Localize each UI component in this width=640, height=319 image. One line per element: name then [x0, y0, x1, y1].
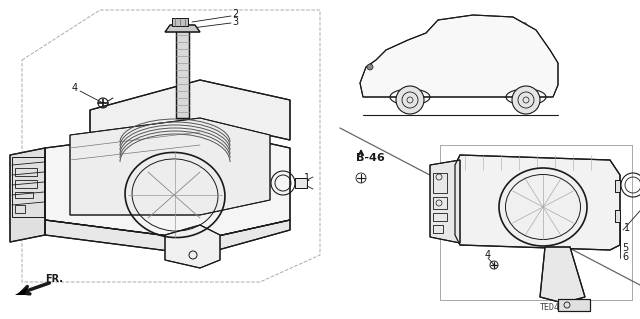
Circle shape [367, 64, 373, 70]
Bar [433, 197, 447, 209]
Text: 3: 3 [232, 17, 238, 27]
Text: 1: 1 [624, 223, 630, 233]
Polygon shape [10, 148, 45, 242]
Text: FR.: FR. [45, 274, 63, 284]
Bar [615, 210, 620, 222]
Bar [615, 180, 620, 192]
Polygon shape [45, 128, 290, 240]
Polygon shape [455, 155, 620, 250]
Polygon shape [45, 220, 290, 255]
Bar [15, 168, 37, 176]
Polygon shape [165, 225, 220, 268]
Polygon shape [90, 80, 290, 150]
Text: 5: 5 [622, 243, 628, 253]
Bar [172, 18, 188, 26]
Text: 4: 4 [485, 250, 491, 260]
Bar [558, 299, 590, 311]
Bar [440, 145, 632, 300]
Bar [433, 173, 447, 193]
Circle shape [396, 86, 424, 114]
Ellipse shape [499, 168, 587, 246]
Polygon shape [540, 247, 585, 303]
Bar [558, 299, 590, 311]
Bar [433, 225, 443, 233]
Bar [172, 18, 188, 26]
Text: TED4B0810B: TED4B0810B [540, 303, 590, 313]
Text: 2: 2 [232, 9, 238, 19]
Text: B-46: B-46 [356, 153, 385, 163]
Bar [176, 25, 189, 118]
Polygon shape [70, 118, 270, 215]
Bar [433, 213, 447, 221]
Circle shape [512, 86, 540, 114]
Polygon shape [165, 25, 200, 32]
Text: 6: 6 [622, 252, 628, 262]
Bar [615, 210, 620, 222]
Text: 1: 1 [304, 173, 310, 183]
Bar [176, 25, 189, 118]
Bar [615, 180, 620, 192]
Bar [295, 178, 307, 188]
Polygon shape [360, 15, 558, 97]
Text: 4: 4 [72, 83, 78, 93]
Bar [15, 192, 33, 198]
Bar [12, 157, 44, 217]
Bar [295, 178, 307, 188]
FancyArrowPatch shape [21, 283, 49, 294]
Polygon shape [15, 287, 28, 295]
Bar [15, 205, 25, 213]
Bar [15, 180, 37, 188]
Polygon shape [430, 160, 460, 243]
